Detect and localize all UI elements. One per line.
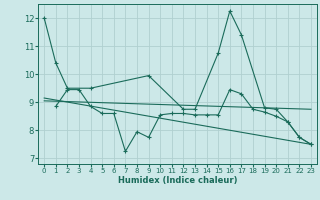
X-axis label: Humidex (Indice chaleur): Humidex (Indice chaleur) (118, 176, 237, 185)
